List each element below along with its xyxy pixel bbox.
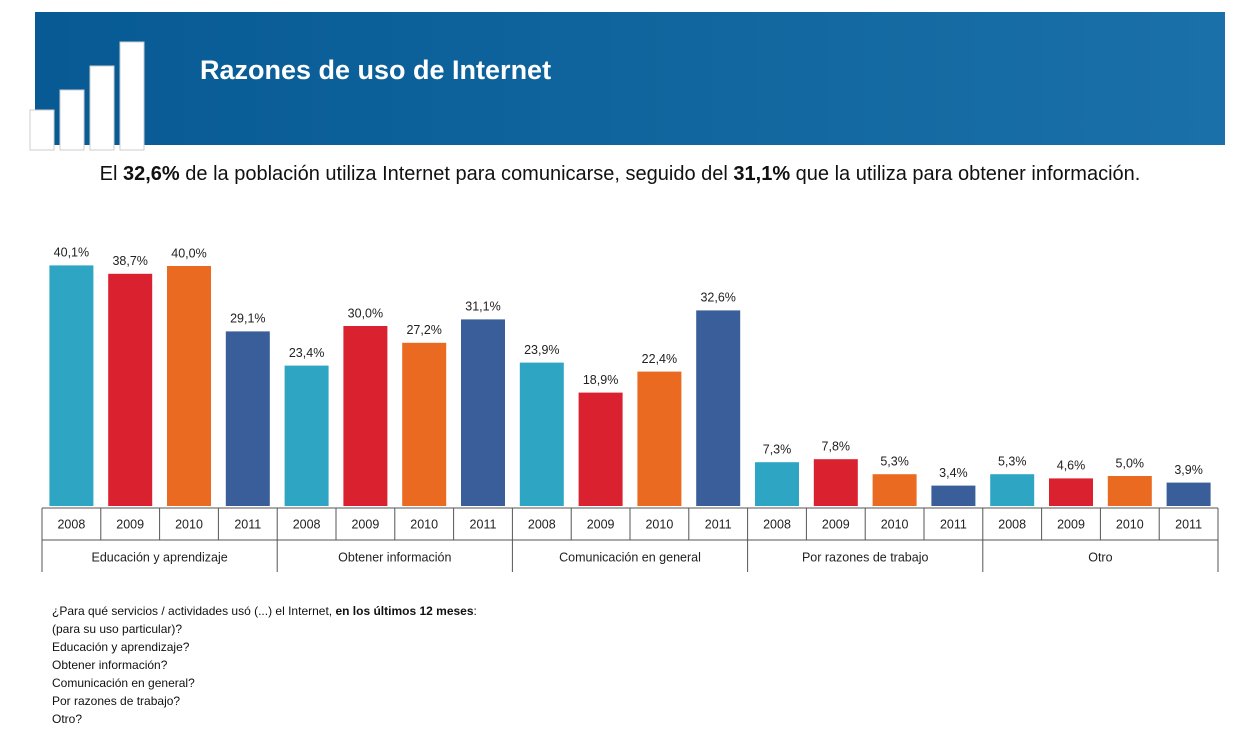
bar — [49, 265, 93, 506]
value-label: 23,9% — [524, 343, 559, 357]
year-label: 2011 — [234, 517, 261, 531]
value-label: 23,4% — [289, 346, 324, 360]
year-label: 2011 — [940, 517, 967, 531]
bar — [696, 310, 740, 506]
bar — [637, 372, 681, 506]
value-label: 27,2% — [406, 323, 441, 337]
subtitle-part: 32,6% — [123, 163, 180, 185]
bar — [1049, 478, 1093, 506]
year-label: 2010 — [1116, 517, 1144, 531]
footnote-line: Comunicación en general? — [52, 674, 477, 692]
value-label: 30,0% — [348, 306, 383, 320]
value-label: 4,6% — [1057, 459, 1086, 473]
footnote-line: Por razones de trabajo? — [52, 692, 477, 710]
value-label: 5,3% — [998, 454, 1027, 468]
value-label: 29,1% — [230, 312, 265, 326]
year-label: 2010 — [645, 517, 673, 531]
page: Razones de uso de Internet Educación y a… — [0, 0, 1235, 743]
year-label: 2009 — [116, 517, 144, 531]
year-label: 2009 — [822, 517, 850, 531]
year-label: 2011 — [470, 517, 497, 531]
chart-title: Razones de uso de Internet — [200, 55, 551, 85]
subtitle-part: de la población utiliza Internet para co… — [180, 163, 734, 185]
value-label: 7,8% — [822, 439, 851, 453]
footnote-question: ¿Para qué servicios / actividades usó (.… — [52, 602, 477, 620]
bar — [343, 326, 387, 506]
value-label: 22,4% — [642, 352, 677, 366]
value-label: 31,1% — [465, 300, 500, 314]
footnote-line: Educación y aprendizaje? — [52, 638, 477, 656]
bar — [520, 363, 564, 506]
year-label: 2009 — [1057, 517, 1085, 531]
footnote-part: ¿Para qué servicios / actividades usó (.… — [52, 604, 335, 618]
year-label: 2008 — [998, 517, 1026, 531]
subtitle-part: que la utiliza para obtener información. — [790, 163, 1140, 185]
category-label: Otro — [1088, 550, 1112, 564]
footnote-part: : — [474, 604, 477, 618]
value-label: 40,0% — [171, 246, 206, 260]
subtitle: El 32,6% de la población utiliza Interne… — [70, 162, 1170, 187]
year-label: 2008 — [293, 517, 321, 531]
year-label: 2008 — [528, 517, 556, 531]
bar — [167, 266, 211, 506]
year-label: 2008 — [763, 517, 791, 531]
subtitle-part: El — [100, 163, 123, 185]
value-label: 3,4% — [939, 466, 968, 480]
footnote-line: Otro? — [52, 710, 477, 728]
value-label: 5,3% — [880, 454, 909, 468]
bar — [226, 331, 270, 506]
category-label: Comunicación en general — [559, 550, 701, 564]
value-label: 7,3% — [763, 442, 792, 456]
bar — [285, 366, 329, 506]
subtitle-part: 31,1% — [733, 163, 790, 185]
year-label: 2011 — [1175, 517, 1202, 531]
year-label: 2010 — [410, 517, 438, 531]
footnote-line: Obtener información? — [52, 656, 477, 674]
value-label: 32,6% — [700, 291, 735, 305]
bar — [990, 474, 1034, 506]
category-label: Educación y aprendizaje — [91, 550, 227, 564]
bar — [755, 462, 799, 506]
value-label: 3,9% — [1174, 463, 1203, 477]
year-label: 2009 — [587, 517, 615, 531]
footnote-part: en los últimos 12 meses — [335, 604, 473, 618]
year-label: 2011 — [705, 517, 732, 531]
bar — [461, 319, 505, 506]
bar — [108, 274, 152, 506]
value-label: 18,9% — [583, 373, 618, 387]
bar — [1167, 483, 1211, 506]
value-label: 38,7% — [112, 254, 147, 268]
footnote: ¿Para qué servicios / actividades usó (.… — [52, 602, 477, 728]
bar — [402, 343, 446, 506]
bar — [931, 486, 975, 506]
chart: Razones de uso de Internet Educación y a… — [0, 0, 1235, 600]
bar — [873, 474, 917, 506]
category-label: Por razones de trabajo — [802, 550, 929, 564]
footnote-line: (para su uso particular)? — [52, 620, 477, 638]
year-label: 2010 — [881, 517, 909, 531]
bar — [814, 459, 858, 506]
bar — [1108, 476, 1152, 506]
category-label: Obtener información — [338, 550, 451, 564]
value-label: 40,1% — [54, 246, 89, 260]
year-label: 2008 — [57, 517, 85, 531]
year-label: 2010 — [175, 517, 203, 531]
year-label: 2009 — [351, 517, 379, 531]
value-label: 5,0% — [1116, 456, 1145, 470]
bar — [579, 393, 623, 506]
